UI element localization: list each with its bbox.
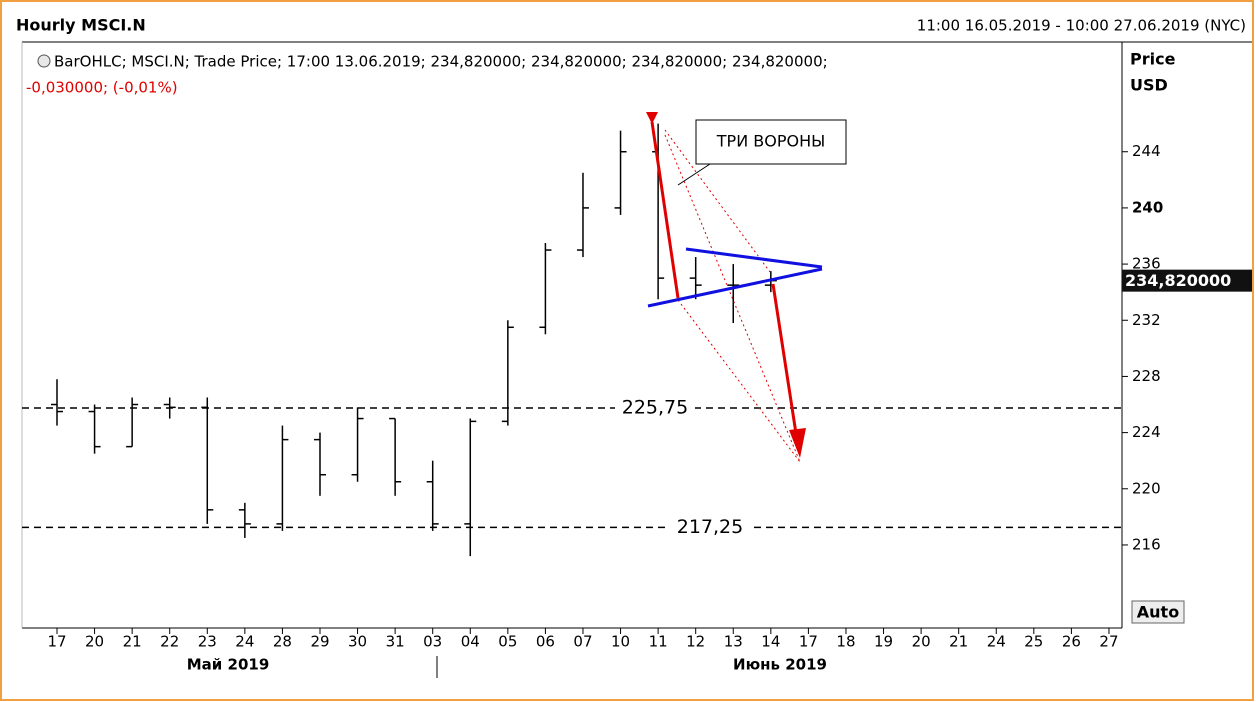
x-tick-label: 17: [799, 633, 818, 651]
chart-title: Hourly MSCI.N: [16, 16, 146, 35]
x-tick-label: 10: [611, 633, 630, 651]
info-line: BarOHLC; MSCI.N; Trade Price; 17:00 13.0…: [54, 53, 828, 71]
x-tick-label: 18: [836, 633, 855, 651]
last-price-label: 234,820000: [1125, 271, 1231, 290]
annotation-box: [695, 119, 847, 165]
arrowhead: [789, 428, 806, 458]
change-line: -0,030000; (-0,01%): [26, 79, 178, 97]
clock-icon: [37, 54, 51, 68]
x-tick-label: 14: [761, 633, 780, 651]
x-tick-label: 19: [874, 633, 893, 651]
auto-button[interactable]: [1131, 600, 1185, 624]
x-tick-label: 24: [235, 633, 254, 651]
x-tick-label: 05: [498, 633, 517, 651]
y-tick-label: 220: [1132, 479, 1161, 497]
month-label: Июнь 2019: [733, 656, 827, 674]
month-label: Май 2019: [187, 656, 270, 674]
x-tick-label: 26: [1062, 633, 1081, 651]
triangle-line: [685, 247, 823, 269]
x-tick-label: 07: [573, 633, 592, 651]
x-tick-label: 11: [649, 633, 668, 651]
x-tick-label: 04: [461, 633, 480, 651]
x-tick-label: 20: [912, 633, 931, 651]
triangle-line: [647, 267, 823, 308]
arrow: [771, 283, 799, 441]
level-label: 225,75: [622, 397, 688, 419]
y-tick-label: 240: [1132, 198, 1163, 216]
annotation: ТРИ ВОРОНЫ: [716, 132, 825, 151]
y-tick-label: 228: [1132, 367, 1161, 385]
dotted-line: [677, 299, 801, 463]
x-tick-label: 29: [310, 633, 329, 651]
level-label-bg: [670, 516, 750, 539]
last-price-box: [1122, 269, 1252, 292]
x-tick-label: 31: [386, 633, 405, 651]
arrowhead: [646, 112, 658, 124]
auto-label[interactable]: Auto: [1137, 603, 1179, 622]
y-tick-label: 216: [1132, 535, 1161, 553]
x-tick-label: 03: [423, 633, 442, 651]
x-tick-label: 21: [123, 633, 142, 651]
y-tick-label: 244: [1132, 142, 1161, 160]
x-tick-label: 28: [273, 633, 292, 651]
dotted-line: [664, 134, 801, 463]
x-tick-label: 17: [47, 633, 66, 651]
annotation-pointer: [677, 163, 711, 186]
x-tick-label: 22: [160, 633, 179, 651]
y-label: Price: [1130, 50, 1176, 69]
x-tick-label: 30: [348, 633, 367, 651]
x-tick-label: 23: [198, 633, 217, 651]
y-unit: USD: [1130, 76, 1168, 95]
x-tick-label: 12: [686, 633, 705, 651]
level-label-bg: [615, 397, 695, 420]
y-tick-label: 236: [1132, 255, 1161, 273]
date-range: 11:00 16.05.2019 - 10:00 27.06.2019 (NYC…: [917, 17, 1246, 35]
y-tick-label: 232: [1132, 311, 1161, 329]
arrow: [650, 121, 680, 299]
y-tick-label: 224: [1132, 423, 1161, 441]
x-tick-label: 21: [949, 633, 968, 651]
x-tick-label: 20: [85, 633, 104, 651]
x-tick-label: 13: [724, 633, 743, 651]
x-tick-label: 06: [536, 633, 555, 651]
x-tick-label: 25: [1024, 633, 1043, 651]
level-label: 217,25: [677, 516, 743, 538]
x-tick-label: 27: [1099, 633, 1118, 651]
x-tick-label: 24: [987, 633, 1006, 651]
